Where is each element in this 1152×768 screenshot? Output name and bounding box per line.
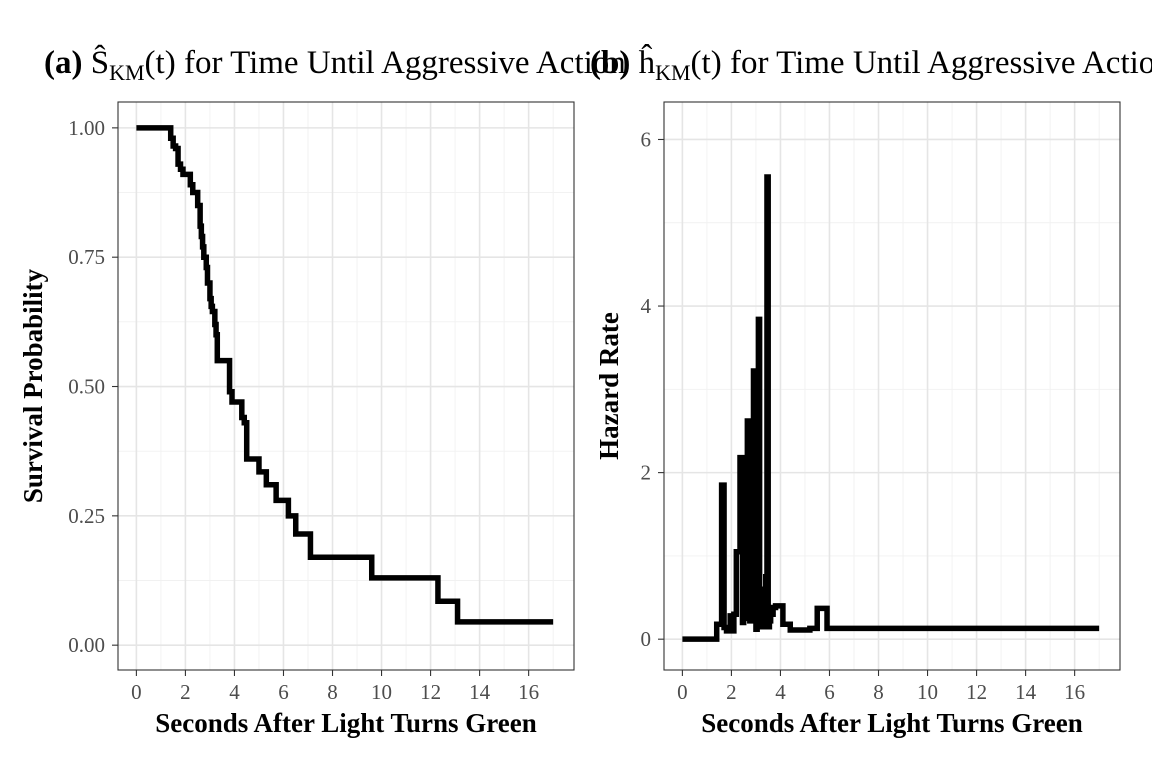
y-tick-label: 2	[641, 461, 652, 485]
y-axis-title: Survival Probability	[18, 268, 48, 503]
title-estimator-symbol: ĥ	[630, 43, 655, 81]
x-tick-label: 14	[1015, 680, 1037, 704]
x-tick-label: 2	[726, 680, 737, 704]
panel-border	[663, 101, 1121, 671]
panel-b: 0 2 4 6 8 10 12 14 16 0 2 4 6 Seconds After Light Tur…	[590, 43, 1152, 738]
x-tick-label: 12	[966, 680, 987, 704]
title-panel-label: (b)	[590, 45, 630, 81]
x-tick-label: 6	[278, 680, 289, 704]
y-tick-label: 1.00	[68, 116, 105, 140]
x-axis-title: Seconds After Light Turns Green	[155, 708, 537, 738]
x-tick-label: 2	[180, 680, 191, 704]
y-tick-label: 6	[641, 127, 652, 151]
title-description: for Time Until Aggressive Action	[176, 45, 626, 81]
panel-a: 0 2 4 6 8 10 12 14 16 0.00 0.25 0.50 0.75 1.00 Seconds…	[18, 43, 626, 738]
x-tick-label: 8	[873, 680, 884, 704]
x-tick-label: 10	[917, 680, 938, 704]
x-tick-label: 4	[775, 680, 786, 704]
title-argument: (t)	[691, 45, 722, 81]
x-tick-label: 12	[420, 680, 441, 704]
x-axis-title: Seconds After Light Turns Green	[701, 708, 1083, 738]
y-tick-label: 0.50	[68, 375, 105, 399]
x-tick-label: 8	[327, 680, 338, 704]
y-tick-label: 0	[641, 627, 652, 651]
x-tick-label: 0	[131, 680, 142, 704]
x-tick-label: 10	[371, 680, 392, 704]
y-tick-label: 0.00	[68, 633, 105, 657]
y-tick-label: 4	[641, 294, 652, 318]
title-panel-label: (a)	[44, 45, 82, 81]
step-line-series	[136, 125, 554, 625]
title-description: for Time Until Aggressive Action	[722, 45, 1152, 81]
x-tick-label: 16	[518, 680, 539, 704]
x-tick-label: 4	[229, 680, 240, 704]
y-axis-title: Hazard Rate	[594, 312, 624, 460]
x-tick-label: 6	[824, 680, 835, 704]
y-tick-label: 0.25	[68, 504, 105, 528]
step-line-series	[682, 174, 1100, 642]
chart-title: (a) ŜKM(t) for Time Until Aggressive Act…	[44, 43, 626, 85]
title-subscript: KM	[109, 60, 144, 85]
x-tick-label: 16	[1064, 680, 1085, 704]
x-tick-label: 14	[469, 680, 491, 704]
y-tick-label: 0.75	[68, 245, 105, 269]
chart-title: (b) ĥKM(t) for Time Until Aggressive Act…	[590, 43, 1152, 85]
title-argument: (t)	[145, 45, 176, 81]
title-estimator-symbol: Ŝ	[82, 43, 109, 81]
x-tick-label: 0	[677, 680, 688, 704]
title-subscript: KM	[655, 60, 690, 85]
